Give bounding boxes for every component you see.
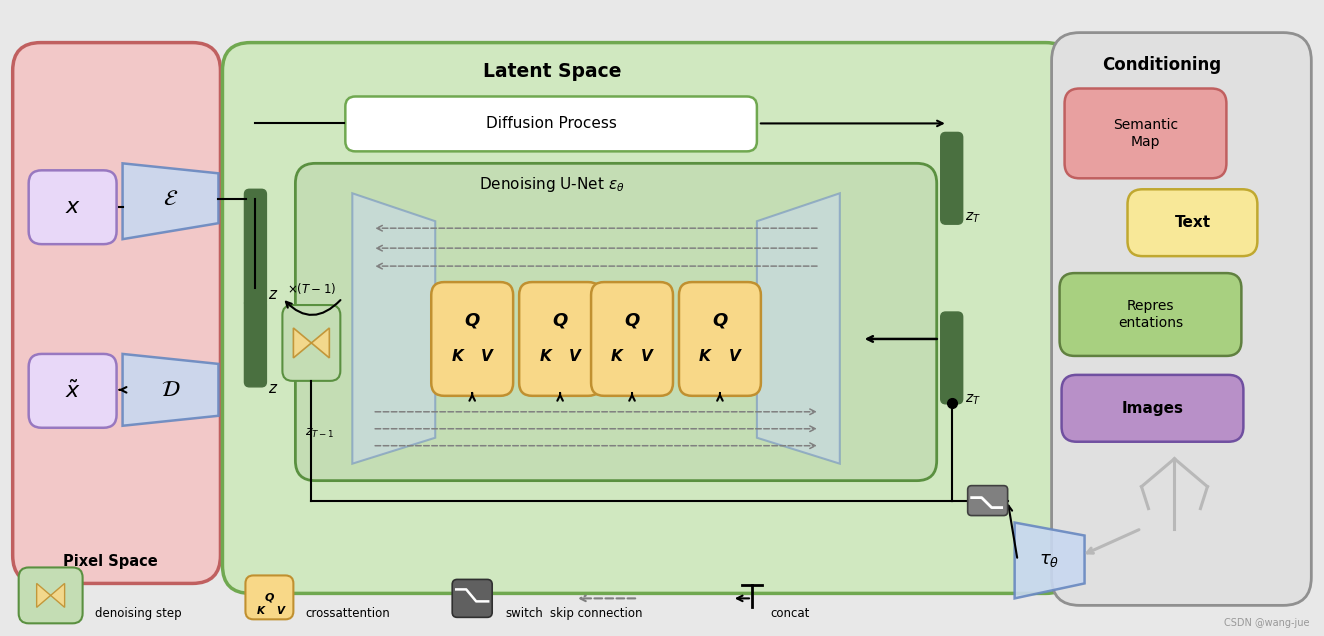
Text: denoising step: denoising step [94,607,181,620]
FancyBboxPatch shape [245,576,294,619]
Text: K: K [257,606,265,616]
Text: V: V [730,349,741,364]
FancyBboxPatch shape [679,282,761,396]
Text: $z_{T-1}$: $z_{T-1}$ [306,427,335,440]
Text: $z_T$: $z_T$ [965,211,981,225]
Polygon shape [37,583,50,607]
Text: Semantic
Map: Semantic Map [1113,118,1178,148]
FancyBboxPatch shape [222,43,1074,593]
FancyBboxPatch shape [432,282,514,396]
Text: Q: Q [465,312,479,330]
Text: Images: Images [1121,401,1184,416]
FancyBboxPatch shape [19,567,82,623]
Text: V: V [482,349,493,364]
Text: Q: Q [265,592,274,602]
Text: CSDN @wang-jue: CSDN @wang-jue [1223,618,1309,628]
Text: $\mathcal{D}$: $\mathcal{D}$ [160,380,180,400]
FancyBboxPatch shape [282,305,340,381]
FancyBboxPatch shape [295,163,936,481]
Text: Pixel Space: Pixel Space [62,554,158,569]
FancyBboxPatch shape [1128,190,1258,256]
Text: Latent Space: Latent Space [483,62,621,81]
Text: K: K [539,349,551,364]
FancyBboxPatch shape [29,354,117,428]
Text: crossattention: crossattention [306,607,391,620]
Text: V: V [641,349,653,364]
Text: $\tau_\theta$: $\tau_\theta$ [1039,551,1059,569]
Text: $\mathcal{E}$: $\mathcal{E}$ [163,190,179,209]
Text: V: V [569,349,581,364]
FancyBboxPatch shape [1059,273,1242,356]
Polygon shape [50,583,65,607]
FancyBboxPatch shape [13,43,221,583]
Text: switch: switch [506,607,543,620]
Text: Conditioning: Conditioning [1102,55,1221,74]
Text: K: K [699,349,711,364]
FancyBboxPatch shape [1062,375,1243,442]
Text: Diffusion Process: Diffusion Process [486,116,617,132]
FancyBboxPatch shape [453,579,493,618]
FancyBboxPatch shape [245,190,266,307]
Text: z: z [269,382,277,396]
Text: Q: Q [552,312,568,330]
Text: Text: Text [1174,215,1210,230]
Text: V: V [277,606,285,616]
Text: Repres
entations: Repres entations [1117,300,1184,329]
Polygon shape [123,354,218,425]
Text: $\times(T-1)$: $\times(T-1)$ [287,280,336,296]
Polygon shape [294,328,311,358]
Polygon shape [757,193,839,464]
Text: $x$: $x$ [65,197,81,218]
Text: z: z [269,287,277,301]
Polygon shape [123,163,218,239]
FancyBboxPatch shape [346,97,757,151]
Text: K: K [451,349,463,364]
FancyBboxPatch shape [29,170,117,244]
Text: skip connection: skip connection [549,607,642,620]
Text: Denoising U-Net $\epsilon_\theta$: Denoising U-Net $\epsilon_\theta$ [479,175,625,194]
FancyBboxPatch shape [941,312,963,404]
FancyBboxPatch shape [591,282,673,396]
Polygon shape [311,328,330,358]
FancyBboxPatch shape [1051,32,1311,605]
FancyBboxPatch shape [968,486,1008,516]
FancyBboxPatch shape [519,282,601,396]
Polygon shape [1014,523,1084,598]
Text: Q: Q [625,312,639,330]
Polygon shape [352,193,436,464]
FancyBboxPatch shape [1064,88,1226,178]
FancyBboxPatch shape [245,299,266,387]
Text: $z_T$: $z_T$ [965,392,981,407]
Text: concat: concat [769,607,809,620]
Text: K: K [612,349,624,364]
Text: Q: Q [712,312,728,330]
Text: $\tilde{x}$: $\tilde{x}$ [65,380,81,402]
FancyBboxPatch shape [941,132,963,225]
